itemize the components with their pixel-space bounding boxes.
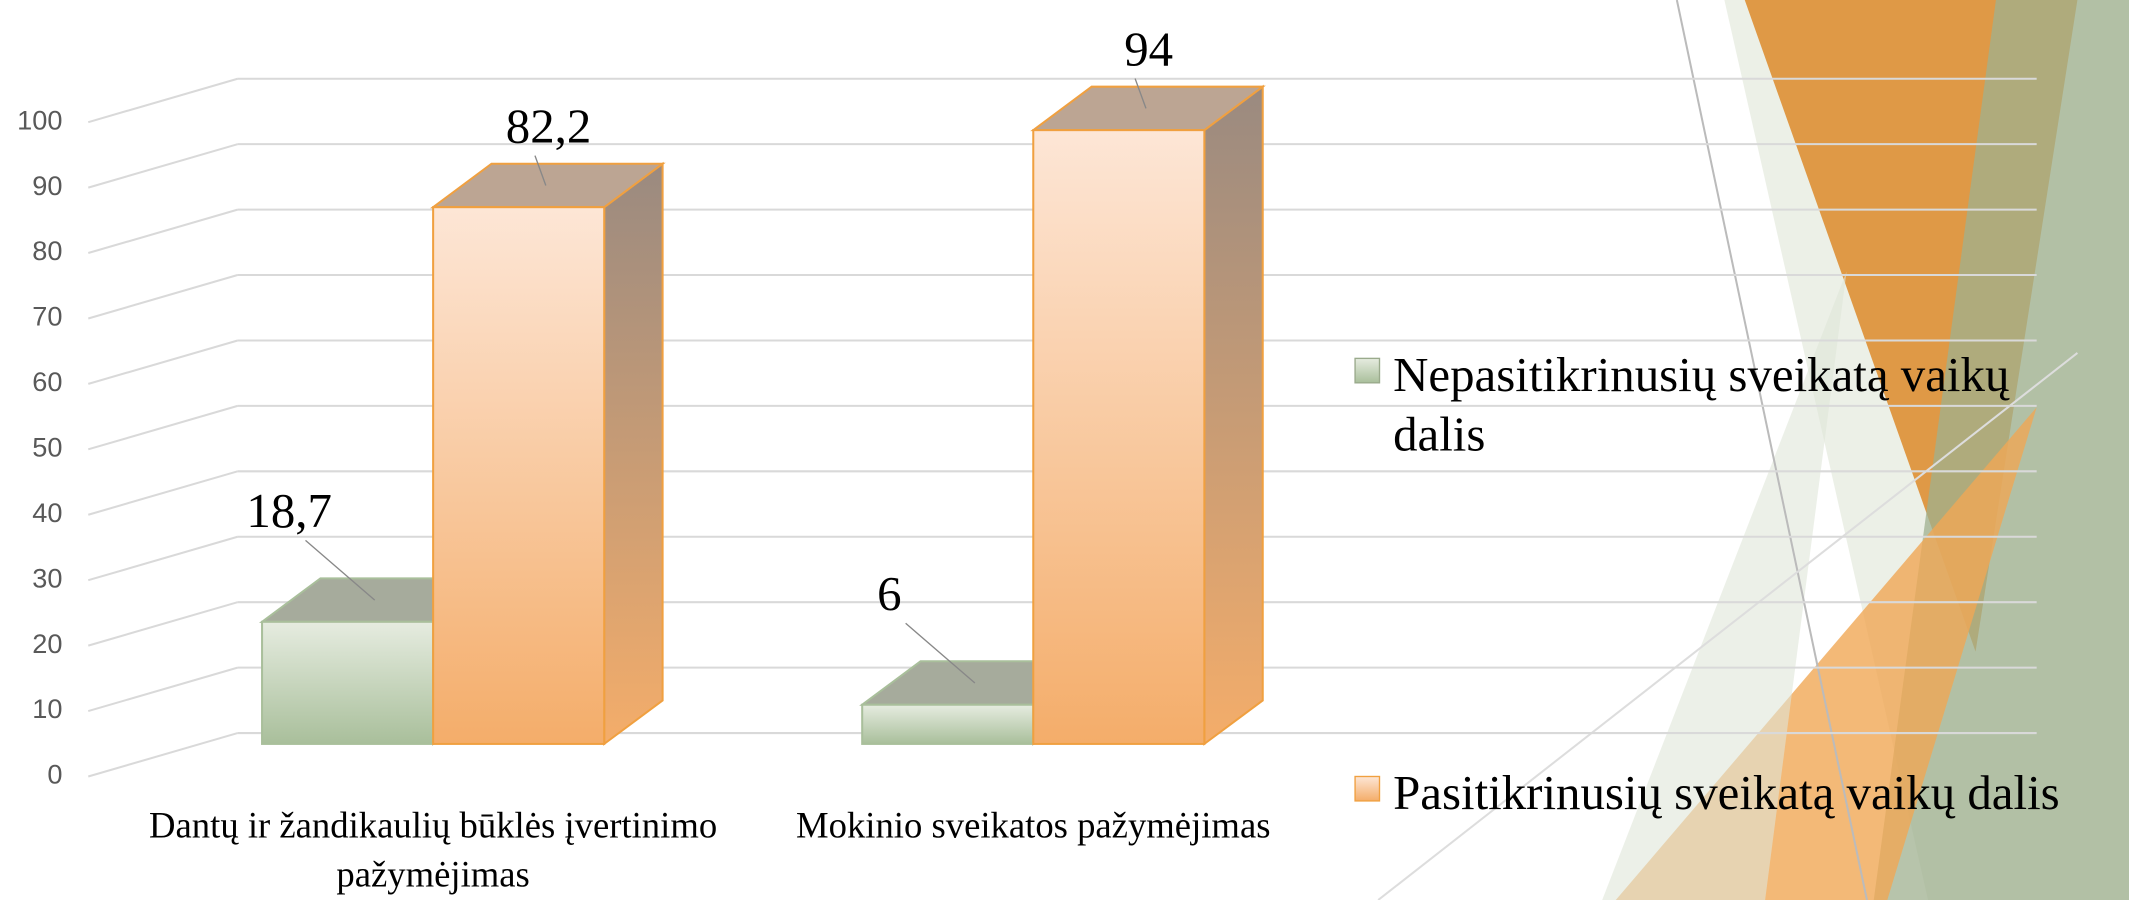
grid-diagonal [87,208,238,255]
data-label: 82,2 [506,98,592,153]
grid-diagonal [87,274,238,320]
leader-line [534,155,547,186]
data-label: 94 [1124,21,1173,76]
y-tick-label: 100 [17,104,62,135]
x-tick-label: Dantų ir žandikaulių būklės įvertinimo p… [149,804,718,895]
x-tick-label: Mokinio sveikatos pažymėjimas [796,804,1271,846]
grid-diagonal [87,77,238,124]
bar-front [1032,129,1206,745]
bar [430,155,666,746]
grid-diagonal [87,470,238,516]
legend-label: Pasitikrinusių sveikatą vaikų dalis [1393,765,2060,820]
y-tick-label: 10 [32,693,62,724]
data-label: 18,7 [246,483,332,538]
legend-marker [1354,775,1381,802]
y-tick-label: 20 [32,628,62,659]
grid-diagonal [87,339,238,385]
y-tick-label: 0 [47,759,62,790]
y-tick-label: 70 [32,301,62,332]
leader-line [305,539,376,601]
bar-front [432,206,606,745]
y-tick-label: 50 [32,432,62,463]
bar-front [861,703,1035,745]
grid-diagonal [87,143,238,189]
legend-label: Nepasitikrinusių sveikatą vaikų dalis [1393,347,2010,462]
grid-line [87,77,2037,124]
bar [1030,78,1266,746]
grid-diagonal [87,404,238,451]
grid-diagonal [87,535,238,582]
bar-side [603,161,664,746]
legend-marker [1354,357,1381,384]
grid-diagonal [87,732,238,778]
leader-line [905,622,976,684]
y-tick-label: 80 [32,235,62,266]
y-tick-label: 30 [32,562,62,593]
bar-side [1203,84,1264,746]
y-tick-label: 90 [32,170,62,201]
leader-line [1134,78,1147,109]
data-label: 6 [877,566,901,621]
y-tick-label: 60 [32,366,62,397]
bar-front [261,620,435,745]
grid-diagonal [87,666,238,713]
grid-diagonal [87,601,238,647]
plot-area: 0 10 20 30 40 50 60 70 80 90 100 18,7 82,2 6 94 [17,21,2037,790]
y-tick-label: 40 [32,497,62,528]
